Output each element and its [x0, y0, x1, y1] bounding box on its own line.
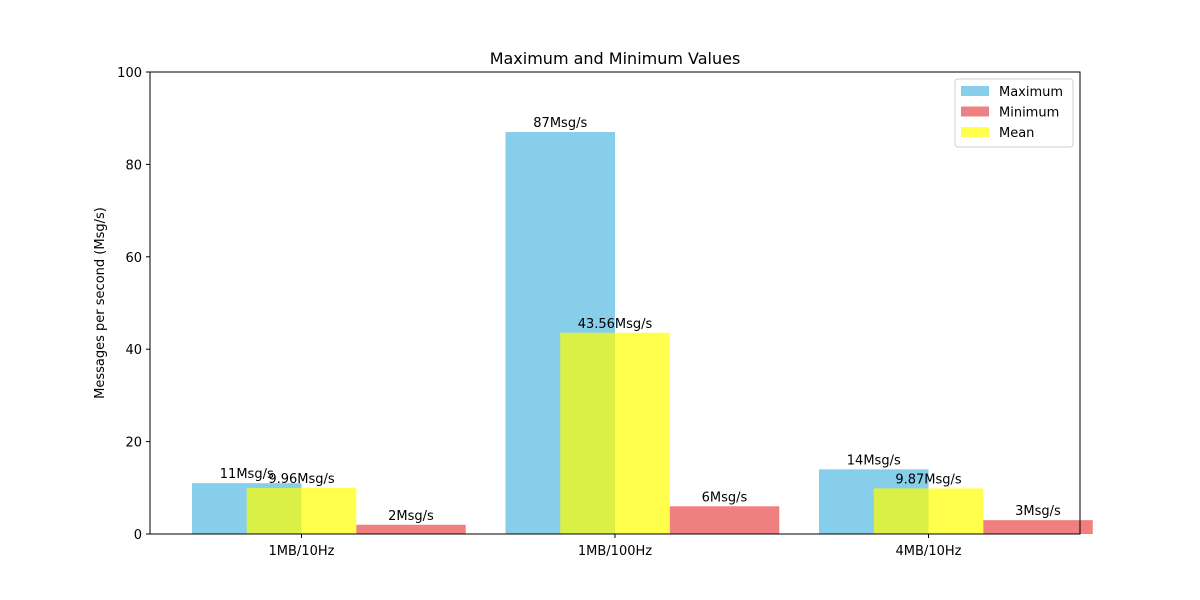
bar-labels-group: 11Msg/s 87Msg/s 14Msg/s 2Msg/s 6Msg/s 3Msg/s 9… [220, 116, 1061, 524]
bar-label-mean-0: 9.96Msg/s [268, 472, 335, 487]
bar-minimum-0 [356, 524, 466, 534]
bar-minimum-1 [669, 506, 780, 534]
y-axis-ticks: 0 20 40 60 80 100 [117, 66, 150, 543]
y-tick-label-2: 40 [125, 343, 142, 358]
legend-label-mean: Mean [999, 126, 1034, 141]
bar-mean-2 [873, 488, 984, 534]
legend-label-minimum: Minimum [999, 106, 1059, 121]
bar-label-maximum-0: 11Msg/s [220, 467, 274, 482]
legend-swatch-maximum [961, 86, 989, 96]
x-axis-ticks: 1MB/10Hz 1MB/100Hz 4MB/10Hz [269, 534, 962, 559]
bar-label-maximum-1: 87Msg/s [533, 116, 587, 131]
bar-label-maximum-2: 14Msg/s [847, 453, 901, 468]
bar-mean-0 [246, 487, 357, 534]
x-tick-label-0: 1MB/10Hz [269, 544, 335, 559]
y-tick-label-1: 20 [125, 436, 142, 451]
y-tick-label-4: 80 [125, 158, 142, 173]
bar-label-minimum-1: 6Msg/s [702, 490, 748, 505]
legend-swatch-minimum [961, 106, 989, 117]
legend-label-maximum: Maximum [999, 85, 1063, 100]
bar-mean-1 [560, 332, 670, 534]
bars-group [192, 132, 1093, 534]
y-tick-label-3: 60 [125, 251, 142, 266]
x-tick-label-2: 4MB/10Hz [896, 544, 962, 559]
legend-swatch-mean [961, 127, 989, 137]
bar-label-mean-2: 9.87Msg/s [895, 472, 962, 487]
y-axis-label: Messages per second (Msg/s) [93, 207, 108, 399]
y-tick-label-5: 100 [117, 66, 142, 81]
bar-minimum-2 [983, 520, 1093, 534]
bar-label-minimum-2: 3Msg/s [1015, 504, 1061, 519]
x-tick-label-1: 1MB/100Hz [578, 544, 652, 559]
chart-title: Maximum and Minimum Values [490, 49, 741, 68]
bar-label-mean-1: 43.56Msg/s [578, 317, 653, 332]
bar-label-minimum-0: 2Msg/s [388, 509, 434, 524]
legend: Maximum Minimum Mean [954, 78, 1074, 148]
y-tick-label-0: 0 [134, 528, 142, 543]
